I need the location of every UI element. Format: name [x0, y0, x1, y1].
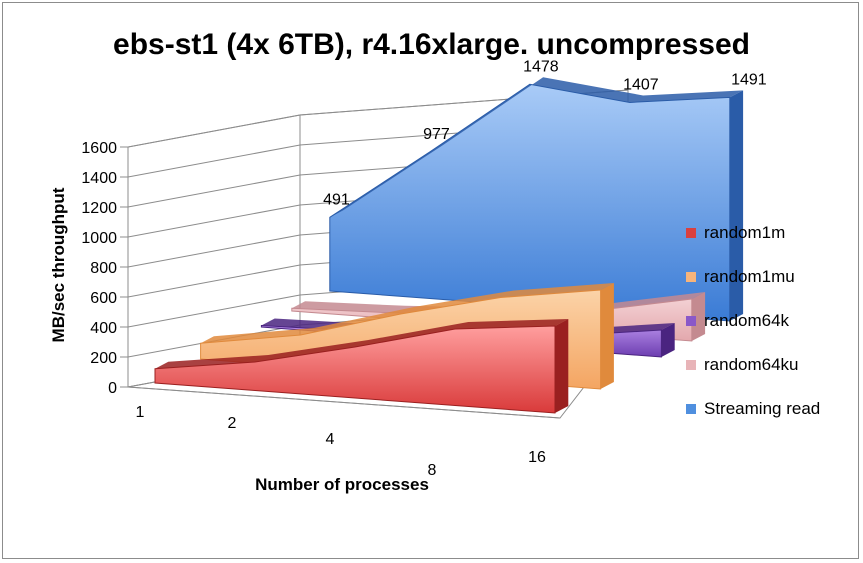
legend-label: random64k: [704, 311, 790, 330]
legend-swatch: [686, 360, 696, 370]
legend-item: random64k: [686, 306, 820, 336]
legend-swatch: [686, 272, 696, 282]
legend-swatch: [686, 316, 696, 326]
x-tick-label: 16: [528, 449, 546, 466]
y-tick-label: 1400: [81, 170, 117, 187]
y-tick-label: 1000: [81, 230, 117, 247]
series-cap-random1mu: [600, 283, 614, 389]
series-ribbon-random1mu: [200, 283, 614, 344]
y-tick-label: 800: [90, 260, 117, 277]
legend-item: Streaming read: [686, 394, 820, 424]
y-tick-label: 200: [90, 350, 117, 367]
x-tick-label: 1: [136, 404, 145, 421]
y-axis-title: MB/sec throughput: [49, 187, 68, 342]
data-label-streaming-read: 977: [423, 126, 450, 143]
x-tick-label: 2: [228, 415, 237, 432]
chart-legend: random1m random1mu random64k random64ku Stre…: [686, 218, 820, 438]
data-label-streaming-read: 491: [323, 191, 350, 208]
y-tick-label: 1600: [81, 140, 117, 157]
legend-swatch: [686, 404, 696, 414]
x-tick-label: 4: [326, 431, 335, 448]
y-tick-label: 0: [108, 380, 117, 397]
data-label-streaming-read: 1478: [523, 58, 559, 75]
y-tick-label: 600: [90, 290, 117, 307]
series-cap-random64ku: [691, 292, 706, 341]
series-ribbon-random1m: [155, 319, 569, 369]
x-axis-title: Number of processes: [255, 475, 429, 494]
legend-item: random1mu: [686, 262, 820, 292]
chart-title: ebs-st1 (4x 6TB), r4.16xlarge. uncompres…: [113, 28, 750, 61]
x-tick-label: 8: [428, 462, 437, 479]
series-cap-streaming-read: [729, 90, 744, 321]
legend-label: Streaming read: [704, 399, 821, 418]
x-axis-line: [127, 386, 561, 419]
y-tick-label: 1200: [81, 200, 117, 217]
legend-label: random1mu: [704, 267, 795, 286]
series-cap-random1m: [555, 319, 569, 413]
legend-swatch: [686, 228, 696, 238]
y-tick-label: 400: [90, 320, 117, 337]
legend-item: random1m: [686, 218, 820, 248]
legend-item: random64ku: [686, 350, 820, 380]
data-label-streaming-read: 1491: [731, 71, 767, 88]
legend-label: random1m: [704, 223, 786, 242]
series-cap-random64k: [661, 323, 675, 357]
legend-label: random64ku: [704, 355, 799, 374]
data-label-streaming-read: 1407: [623, 76, 659, 93]
